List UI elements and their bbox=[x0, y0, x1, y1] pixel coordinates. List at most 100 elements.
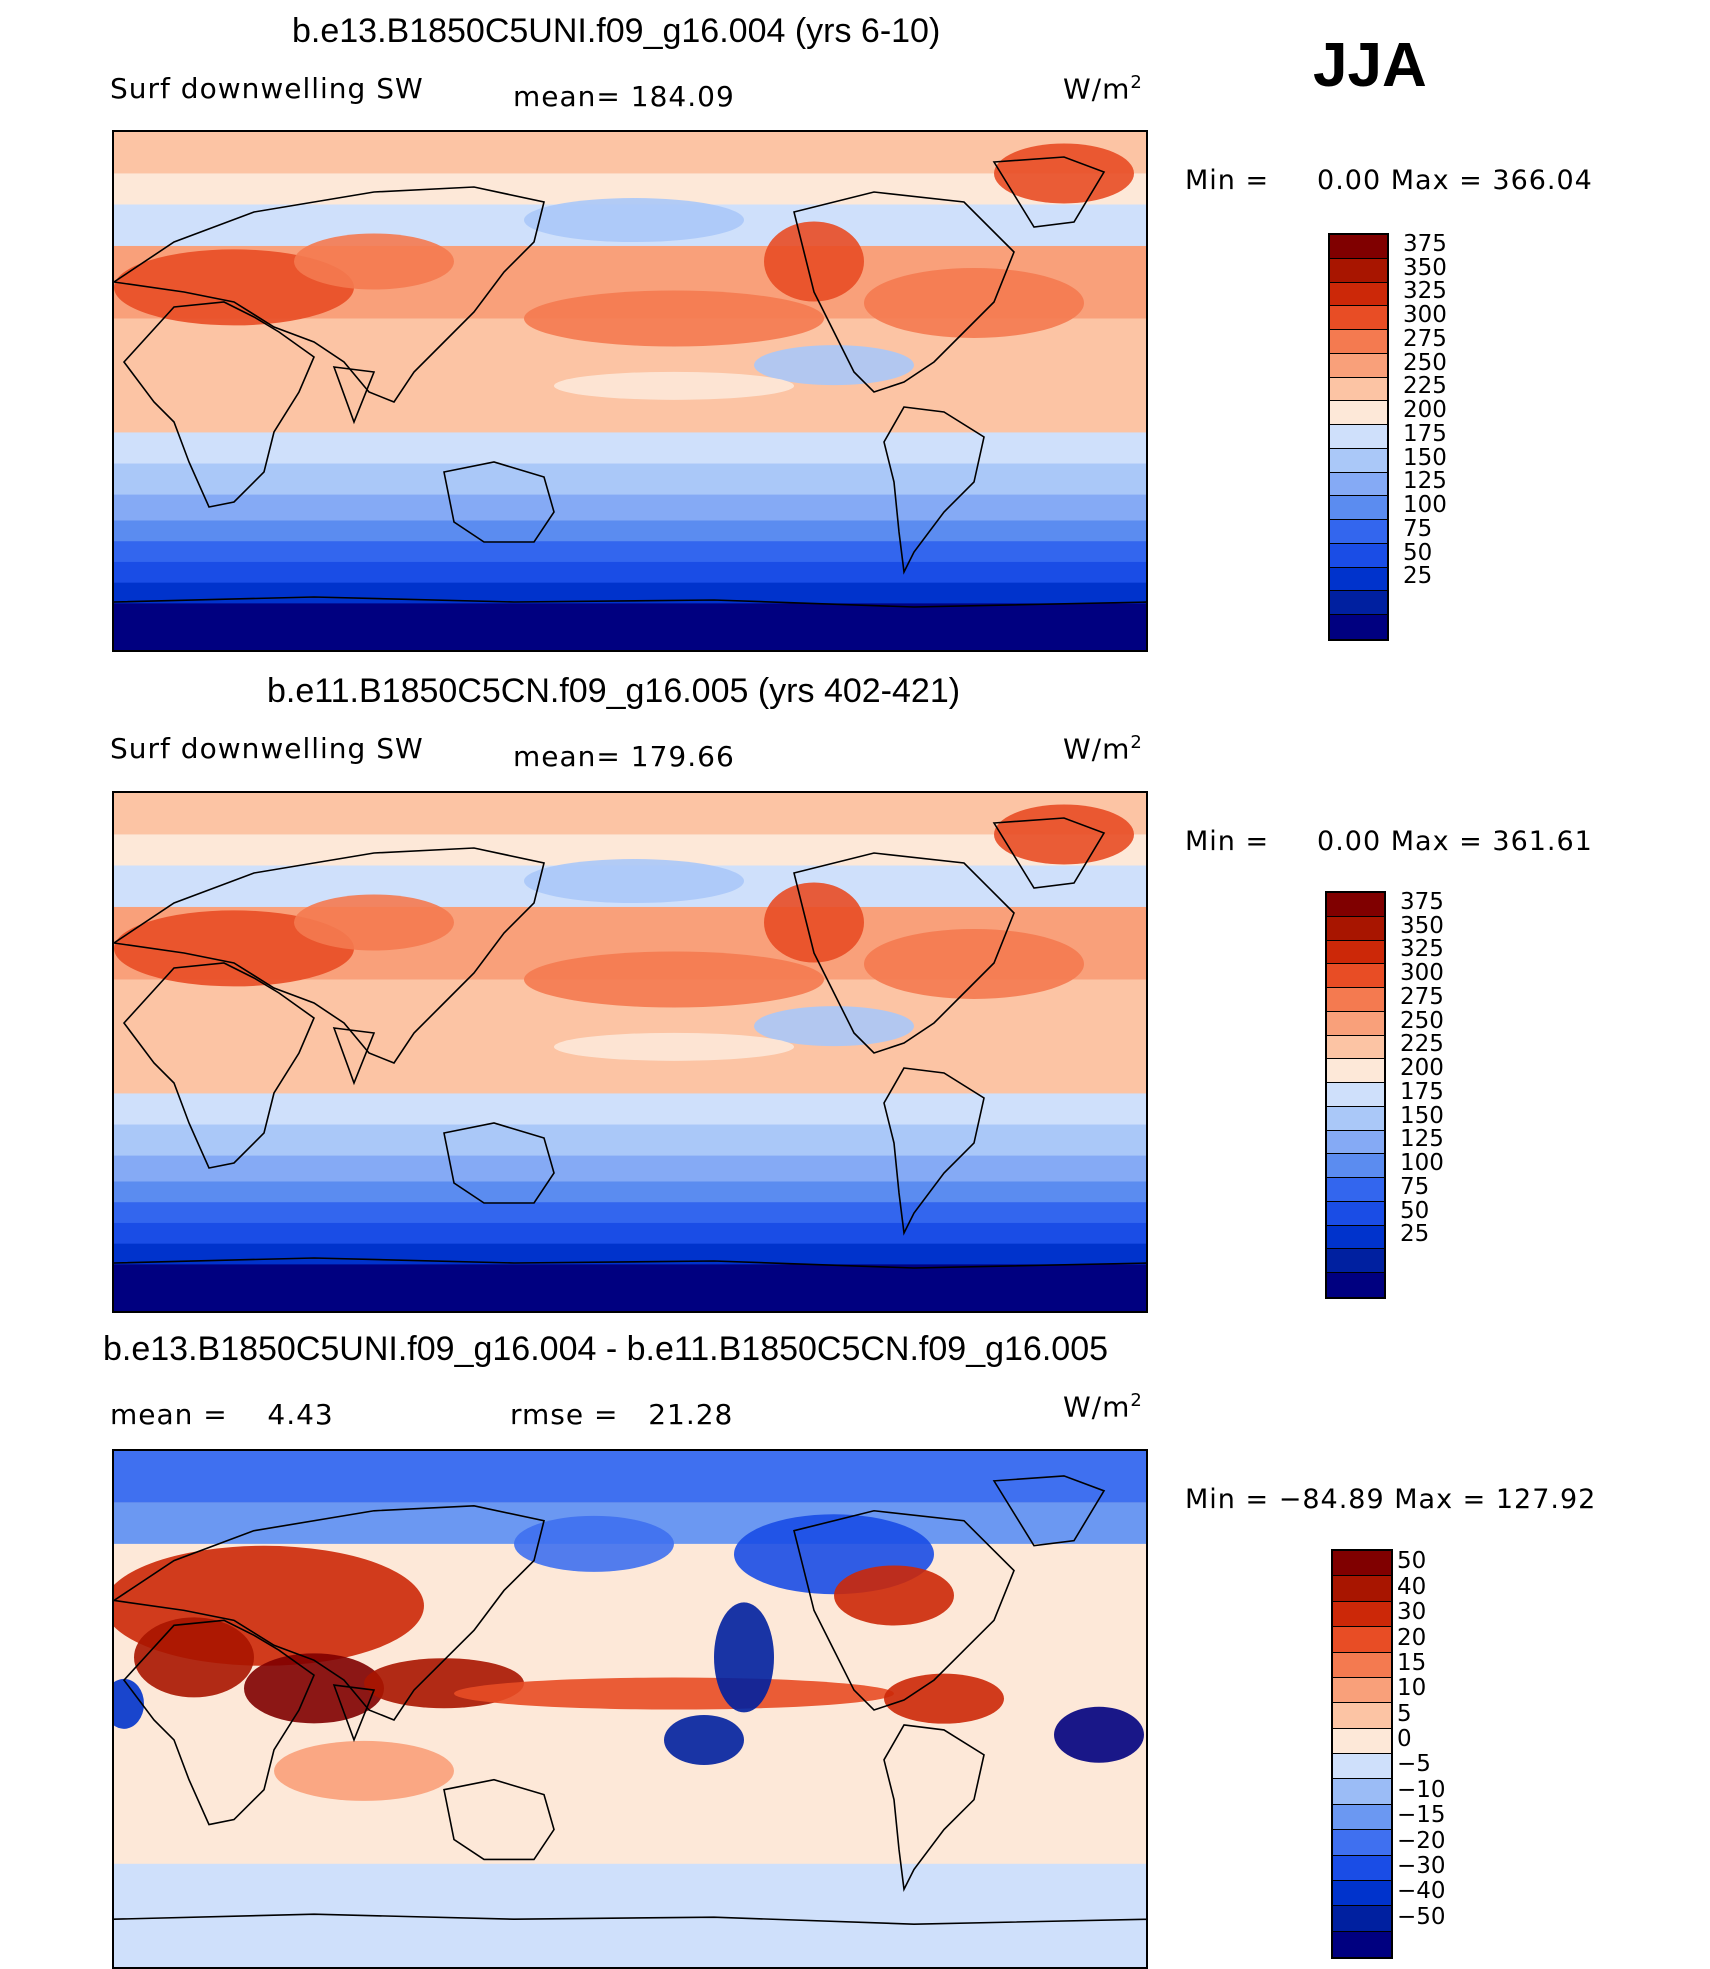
coastline bbox=[443, 461, 555, 543]
panel1-colorbar-tick: 200 bbox=[1403, 397, 1447, 424]
panel3-colorbar-tick: 30 bbox=[1397, 1599, 1427, 1626]
panel1-colorbar-segment bbox=[1330, 448, 1387, 473]
panel1-colorbar-tick: 175 bbox=[1403, 420, 1447, 447]
panel2-colorbar-segment bbox=[1327, 1154, 1384, 1178]
field-blob bbox=[834, 1565, 954, 1626]
panel2-minmax: Min = 0.00 Max = 361.61 bbox=[1185, 826, 1593, 857]
field-band bbox=[114, 793, 1146, 836]
coastline bbox=[114, 1504, 545, 1721]
panel3-mean-label: mean = bbox=[110, 1398, 228, 1431]
field-band bbox=[114, 1222, 1146, 1245]
panel2-colorbar-segment bbox=[1327, 1178, 1384, 1202]
panel3-colorbar-tick: 50 bbox=[1397, 1548, 1427, 1575]
panel3-units-exp: 2 bbox=[1130, 1390, 1143, 1411]
panel2-colorbar-segment bbox=[1327, 1201, 1384, 1226]
coastline bbox=[992, 1475, 1106, 1547]
field-band bbox=[114, 1181, 1146, 1204]
panel1-colorbar-segment bbox=[1330, 258, 1387, 283]
panel3-title: b.e13.B1850C5UNI.f09_g16.004 - b.e11.B18… bbox=[103, 1330, 1109, 1368]
panel1-mean-label: mean= bbox=[513, 80, 621, 113]
panel3-colorbar-segment bbox=[1333, 1931, 1391, 1957]
field-blob bbox=[524, 290, 824, 347]
panel2-colorbar-tick: 150 bbox=[1400, 1102, 1444, 1129]
panel2-max-value: 361.61 bbox=[1492, 826, 1593, 857]
coastline bbox=[793, 852, 1015, 1054]
panel3-max-label: Max = bbox=[1394, 1484, 1487, 1515]
field-blob bbox=[114, 1678, 144, 1729]
panel2-mean: mean= 179.66 bbox=[513, 740, 735, 773]
season-label: JJA bbox=[1313, 31, 1427, 100]
panel3-colorbar-tick: 5 bbox=[1397, 1700, 1412, 1727]
panel2-mean-label: mean= bbox=[513, 740, 621, 773]
panel1-colorbar-tick: 50 bbox=[1403, 539, 1433, 566]
panel3-colorbar bbox=[1331, 1549, 1393, 1959]
field-blob bbox=[294, 894, 454, 951]
panel3-rmse-label: rmse = bbox=[510, 1398, 619, 1431]
panel1-minmax: Min = 0.00 Max = 366.04 bbox=[1185, 165, 1593, 196]
field-blob bbox=[864, 928, 1084, 999]
panel1-colorbar-segment bbox=[1330, 235, 1387, 259]
panel2-units-exp: 2 bbox=[1130, 732, 1143, 753]
panel3-colorbar-tick: −50 bbox=[1397, 1903, 1446, 1930]
panel1-min-label: Min = bbox=[1185, 165, 1270, 196]
panel3-colorbar-segment bbox=[1333, 1754, 1391, 1780]
field-band bbox=[114, 432, 1146, 465]
panel3-units: W/m2 bbox=[1063, 1390, 1143, 1423]
panel3-colorbar-tick: −40 bbox=[1397, 1878, 1446, 1905]
panel1-mean: mean= 184.09 bbox=[513, 80, 735, 113]
panel2-colorbar-segment bbox=[1327, 1249, 1384, 1273]
map-field bbox=[114, 132, 1146, 650]
panel2-colorbar-segment bbox=[1327, 940, 1384, 965]
field-band bbox=[114, 1451, 1146, 1503]
panel2-min-value: 0.00 bbox=[1317, 826, 1382, 857]
coastline bbox=[793, 1509, 1015, 1711]
panel2-colorbar bbox=[1325, 891, 1386, 1299]
map-field bbox=[114, 1451, 1146, 1967]
field-blob bbox=[1054, 1706, 1144, 1763]
panel1-colorbar-segment bbox=[1330, 401, 1387, 425]
coastlines bbox=[114, 817, 1146, 1269]
panel3-colorbar-segment bbox=[1333, 1627, 1391, 1653]
coastline bbox=[992, 156, 1106, 228]
panel3-colorbar-segment bbox=[1333, 1652, 1391, 1678]
coastline bbox=[883, 406, 985, 575]
panel2-colorbar-segment bbox=[1327, 1130, 1384, 1155]
field-blob bbox=[514, 1515, 674, 1572]
field-blob bbox=[994, 804, 1134, 865]
panel1-colorbar-segment bbox=[1330, 330, 1387, 354]
field-band bbox=[114, 1155, 1146, 1183]
panel2-map bbox=[112, 791, 1148, 1313]
panel3-colorbar-segment bbox=[1333, 1576, 1391, 1602]
panel2-colorbar-tick: 75 bbox=[1400, 1173, 1430, 1200]
panel1-colorbar-tick: 350 bbox=[1403, 254, 1447, 281]
coastline bbox=[332, 366, 376, 425]
field-blob bbox=[454, 1677, 894, 1710]
field-blob bbox=[554, 371, 794, 400]
coastline bbox=[114, 596, 1146, 608]
field-blob bbox=[754, 1006, 914, 1047]
coastline bbox=[122, 301, 315, 508]
field-blob bbox=[244, 1653, 384, 1724]
panel1-mean-value: 184.09 bbox=[630, 80, 735, 113]
coastline bbox=[122, 962, 315, 1169]
panel1-max-value: 366.04 bbox=[1492, 165, 1593, 196]
coastline bbox=[114, 847, 545, 1064]
panel2-colorbar-segment bbox=[1327, 893, 1384, 917]
panel3-colorbar-tick: −20 bbox=[1397, 1827, 1446, 1854]
panel3-colorbar-segment bbox=[1333, 1601, 1391, 1628]
field-blob bbox=[524, 859, 744, 904]
panel1-colorbar-tick: 25 bbox=[1403, 563, 1433, 590]
panel1-colorbar-segment bbox=[1330, 496, 1387, 520]
field-blob bbox=[294, 233, 454, 290]
coastlines bbox=[114, 1475, 1146, 1925]
panel2-colorbar-tick: 250 bbox=[1400, 1007, 1444, 1034]
field-blob bbox=[764, 882, 864, 963]
panel1-colorbar-segment bbox=[1330, 591, 1387, 615]
panel3-min-value: −84.89 bbox=[1278, 1484, 1385, 1515]
coastline bbox=[443, 1778, 555, 1861]
panel2-colorbar-segment bbox=[1327, 1059, 1384, 1083]
field-blob bbox=[884, 1673, 1004, 1724]
panel3-colorbar-segment bbox=[1333, 1703, 1391, 1729]
panel1-colorbar-tick: 150 bbox=[1403, 444, 1447, 471]
panel2-colorbar-tick: 325 bbox=[1400, 936, 1444, 963]
